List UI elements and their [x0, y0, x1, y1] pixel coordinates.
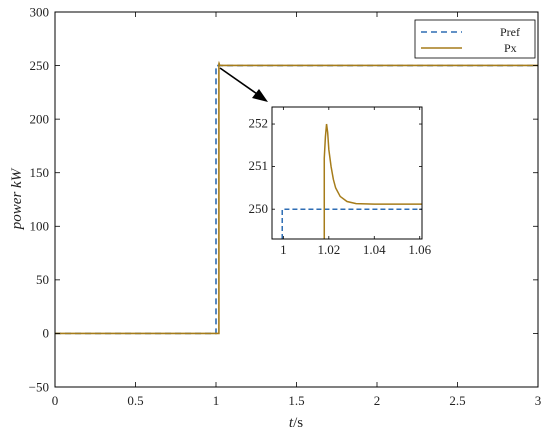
inset-series-1-line	[323, 123, 422, 239]
main-y-tick-label: 250	[30, 58, 50, 73]
main-y-tick-label: 0	[43, 326, 50, 341]
main-y-tick-label: 150	[30, 165, 50, 180]
main-x-tick-label: 1.5	[288, 393, 304, 408]
legend-label-px: Px	[504, 41, 517, 55]
x-axis-label: t/s	[289, 415, 303, 431]
main-x-tick-label: 0	[52, 393, 59, 408]
main-x-tick-label: 0.5	[127, 393, 143, 408]
legend-box	[414, 19, 536, 59]
main-y-tick-label: 50	[36, 272, 49, 287]
inset-x-tick-label: 1.02	[317, 242, 340, 257]
main-y-tick-label: 300	[30, 4, 50, 19]
inset-background	[271, 106, 423, 240]
inset-plot-border	[271, 106, 423, 240]
x-axis-label-var: t	[289, 415, 294, 431]
y-axis-label: power kW	[9, 167, 25, 230]
main-x-tick-label: 1	[213, 393, 220, 408]
main-y-tick-label: 200	[30, 111, 50, 126]
main-series-px-line	[55, 60, 538, 335]
main-y-tick-label: 100	[30, 219, 50, 234]
main-plot-border	[54, 11, 539, 388]
zoom-arrow	[219, 67, 268, 102]
inset-y-tick-label: 251	[249, 158, 269, 173]
legend: Pref Px	[414, 19, 536, 59]
inset-x-tick-label: 1	[280, 242, 287, 257]
main-x-tick-label: 3	[535, 393, 542, 408]
inset-series-0-line	[281, 208, 422, 239]
legend-label-pref: Pref	[500, 25, 520, 39]
inset-y-tick-label: 250	[249, 201, 269, 216]
zoom-arrow-head	[252, 89, 268, 102]
inset-x-tick-label: 1.06	[408, 242, 431, 257]
inset-y-tick-label: 252	[249, 116, 269, 131]
x-axis-label-unit: /s	[293, 415, 303, 431]
main-x-tick-label: 2	[374, 393, 381, 408]
zoom-arrow-line	[219, 67, 261, 97]
inset-plot: 1 1.02 1.04 1.06 250 251 252	[249, 106, 432, 257]
inset-x-tick-label: 1.04	[363, 242, 386, 257]
main-x-tick-label: 2.5	[449, 393, 465, 408]
main-y-tick-label: −50	[29, 379, 49, 394]
